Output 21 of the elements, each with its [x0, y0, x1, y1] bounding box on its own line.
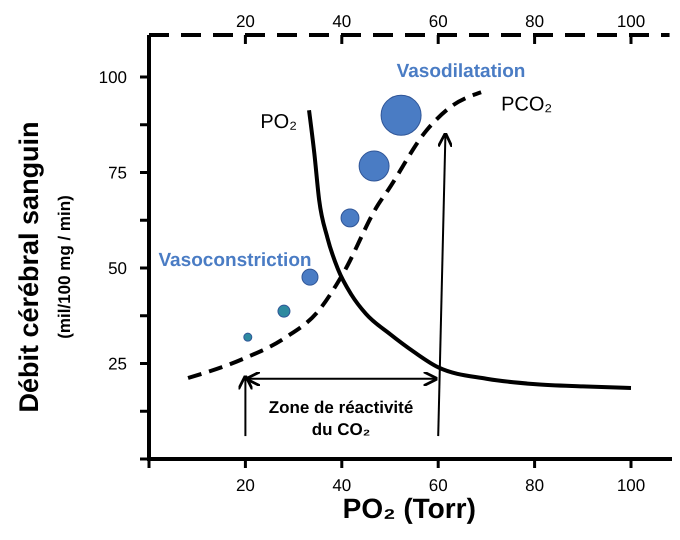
annotation: Zone de réactivité du CO₂	[268, 398, 414, 439]
y-tick-label: 100	[98, 68, 127, 87]
y-tick-label: 75	[108, 164, 127, 182]
series-label: PO₂	[260, 111, 298, 134]
x-tick-label: 80	[525, 12, 544, 31]
y-tick-label: 25	[108, 354, 127, 374]
y-tick-label: 50	[108, 259, 127, 278]
annotation: Vasoconstriction	[158, 250, 312, 271]
x2-tick-label: 40	[332, 476, 352, 495]
annotation: Vasodilatation	[396, 61, 526, 82]
series-label: PCO₂	[501, 93, 552, 116]
y-axis-title: Débit cérébral sanguin (mil/100 mg / min)	[14, 121, 74, 413]
x2-tick-label: 80	[525, 476, 544, 495]
x2-tick-label: 60	[428, 476, 448, 495]
x2-tick-label: 20	[236, 476, 255, 495]
x-tick-label: 100	[616, 12, 646, 31]
x2-tick-label: 100	[616, 476, 646, 495]
x-tick-label: 20	[236, 12, 255, 31]
x-tick-label: 40	[332, 12, 352, 31]
x-axis-title: PO₂ (Torr)	[342, 493, 476, 524]
x-tick-label: 60	[428, 12, 448, 31]
